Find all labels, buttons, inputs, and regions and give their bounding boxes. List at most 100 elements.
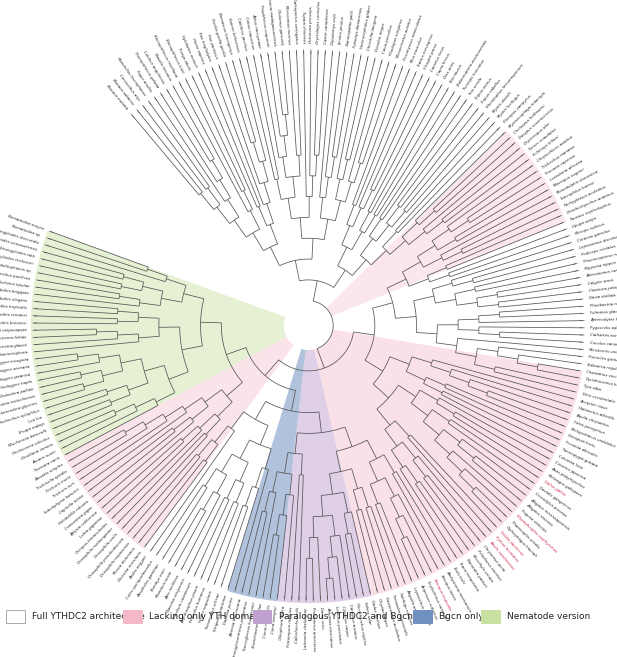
- Text: Charadrius vociferus: Charadrius vociferus: [586, 370, 617, 380]
- Text: Trichechus manatus: Trichechus manatus: [541, 144, 576, 170]
- Text: Trichuris suis: Trichuris suis: [52, 482, 76, 499]
- Text: Ophiophagus hannah: Ophiophagus hannah: [505, 525, 537, 558]
- Text: Latimeria chalumnae: Latimeria chalumnae: [304, 607, 308, 648]
- Text: Mandrillus leucophaeus: Mandrillus leucophaeus: [116, 57, 146, 97]
- Text: Fulmarus glacialis: Fulmarus glacialis: [590, 309, 617, 315]
- Text: Globodera pallida: Globodera pallida: [0, 387, 34, 399]
- Text: Meleagris gallopavo: Meleagris gallopavo: [547, 473, 582, 497]
- Text: Cavia porcellus: Cavia porcellus: [382, 24, 394, 55]
- Text: Fukomys damarensis: Fukomys damarensis: [353, 7, 364, 48]
- Text: Tauraco erythrolophus: Tauraco erythrolophus: [569, 202, 611, 221]
- Text: Petromyzon marinus: Petromyzon marinus: [287, 606, 293, 647]
- Text: Pelodiscus sinensis: Pelodiscus sinensis: [476, 549, 502, 581]
- Text: Microcebus murinus: Microcebus murinus: [284, 5, 291, 44]
- Text: Ictalurus punctatus: Ictalurus punctatus: [334, 606, 341, 644]
- Text: Aquila chrysaetos: Aquila chrysaetos: [575, 413, 610, 428]
- Text: Tachyglossus aculeatus: Tachyglossus aculeatus: [563, 185, 607, 208]
- Text: Drosophila virilis: Drosophila virilis: [94, 532, 120, 558]
- Text: Upupa epops: Upupa epops: [572, 215, 597, 229]
- Text: Octodon degus: Octodon degus: [375, 23, 386, 53]
- Text: Culex quinquefasciatus: Culex quinquefasciatus: [126, 560, 154, 600]
- Text: Mus musculus: Mus musculus: [410, 37, 424, 64]
- Text: Chrysochloris asiatica: Chrysochloris asiatica: [537, 135, 574, 164]
- Text: Caenorhabditis elegans: Caenorhabditis elegans: [0, 295, 28, 303]
- Text: Echinops telfairi: Echinops telfairi: [532, 135, 560, 157]
- Text: Lottia gigantea: Lottia gigantea: [80, 516, 104, 539]
- Text: Dirofilaria immitis: Dirofilaria immitis: [20, 443, 54, 461]
- Text: Pteropus vampyrus: Pteropus vampyrus: [503, 94, 532, 124]
- Text: Calypte anna: Calypte anna: [587, 278, 613, 286]
- Text: Steinernema carpocapsae: Steinernema carpocapsae: [0, 328, 27, 333]
- Text: Rattus norvegicus: Rattus norvegicus: [417, 33, 434, 66]
- Text: Crocodylus porosus: Crocodylus porosus: [534, 491, 567, 518]
- Text: Ixodes scapularis: Ixodes scapularis: [199, 590, 214, 623]
- Text: Gorilla gorilla gorilla: Gorilla gorilla gorilla: [210, 18, 226, 57]
- Text: Aplysia californica: Aplysia californica: [69, 510, 99, 537]
- Text: Saccoglossus kowalevskii: Saccoglossus kowalevskii: [243, 602, 257, 651]
- Text: Coturnix japonica: Coturnix japonica: [554, 461, 586, 480]
- Text: Ciona savignyi: Ciona savignyi: [271, 605, 278, 634]
- Text: Danio rerio: Danio rerio: [319, 607, 324, 629]
- Text: Macaca sabaeus: Macaca sabaeus: [112, 78, 135, 106]
- Text: Anolis carolinensis: Anolis carolinensis: [488, 540, 515, 570]
- Text: Acipenser ruthenus: Acipenser ruthenus: [419, 583, 438, 620]
- Text: Geospiza fortis: Geospiza fortis: [567, 434, 595, 449]
- Text: Aptenodytes forsteri: Aptenodytes forsteri: [590, 318, 617, 323]
- Text: Drosophila mojavensis: Drosophila mojavensis: [99, 542, 131, 578]
- Text: Meloidogyne hapla: Meloidogyne hapla: [0, 380, 33, 391]
- Text: Procavia capensis: Procavia capensis: [545, 154, 577, 175]
- Text: Callithrix jacchus: Callithrix jacchus: [236, 18, 247, 51]
- Text: Mesocricetus auratus: Mesocricetus auratus: [396, 18, 413, 58]
- Text: Alligator mississippiensis: Alligator mississippiensis: [529, 497, 571, 531]
- Text: Tyto alba: Tyto alba: [583, 384, 602, 392]
- Text: Salmo salar: Salmo salar: [363, 601, 371, 625]
- Text: Heterocephalus glaber: Heterocephalus glaber: [360, 5, 373, 49]
- Text: Oryctolagus cuniculus: Oryctolagus cuniculus: [317, 1, 322, 43]
- Text: Acyrthosiphon pisum: Acyrthosiphon pisum: [180, 584, 200, 623]
- Text: Tetraodon nigroviridis: Tetraodon nigroviridis: [391, 594, 408, 635]
- Text: Theropithecus gelada: Theropithecus gelada: [133, 51, 159, 89]
- Text: Haliaeetus albicilla: Haliaeetus albicilla: [578, 406, 614, 420]
- Text: Lepisosteus oculatus: Lepisosteus oculatus: [412, 586, 431, 625]
- Text: Rhinopithecus roxellana: Rhinopithecus roxellana: [152, 34, 178, 78]
- Text: Nematoidea meyeri: Nematoidea meyeri: [7, 214, 44, 231]
- Text: Xenopus tropicalis: Xenopus tropicalis: [433, 577, 452, 611]
- Text: Otolemur garnettii: Otolemur garnettii: [276, 9, 283, 45]
- Text: Python bivittatus: Python bivittatus: [494, 535, 519, 563]
- Text: Monodelphis domestica: Monodelphis domestica: [557, 170, 599, 195]
- Text: Nematode version: Nematode version: [507, 612, 590, 621]
- Text: Gavialis gangeticus: Gavialis gangeticus: [538, 486, 572, 510]
- Text: Nasalis larvatus: Nasalis larvatus: [153, 52, 172, 81]
- Text: Oikopleura dioica: Oikopleura dioica: [279, 606, 286, 641]
- FancyBboxPatch shape: [123, 610, 142, 623]
- Text: Ficedula albicollis: Ficedula albicollis: [565, 441, 597, 459]
- Text: Myrmecophaga tridactyla: Myrmecophaga tridactyla: [508, 91, 547, 129]
- Text: Dipodomys ordii: Dipodomys ordii: [331, 12, 338, 45]
- Text: Gallus gallus: Gallus gallus: [542, 480, 566, 497]
- Text: Podiceps cristatus: Podiceps cristatus: [581, 244, 616, 257]
- Text: Columba livia: Columba livia: [558, 454, 583, 470]
- Text: Soboliphyme baturini: Soboliphyme baturini: [44, 487, 80, 515]
- Text: Brugia malayi: Brugia malayi: [19, 422, 45, 436]
- Text: Nipponia nippon: Nipponia nippon: [584, 261, 616, 271]
- Text: Artemia franciscana: Artemia franciscana: [229, 599, 242, 637]
- Text: Carassius auratus: Carassius auratus: [348, 604, 357, 639]
- FancyBboxPatch shape: [6, 610, 25, 623]
- Text: Cyprinus carpio: Cyprinus carpio: [341, 605, 349, 636]
- Text: Ochotona princeps: Ochotona princeps: [309, 7, 313, 43]
- Polygon shape: [64, 337, 294, 549]
- Text: Myotis davidii: Myotis davidii: [492, 91, 513, 114]
- Text: Dasypus novemcinctus: Dasypus novemcinctus: [518, 107, 555, 140]
- Text: Lacking only YTH domain: Lacking only YTH domain: [149, 612, 263, 621]
- Text: Strongyloides stercoralis: Strongyloides stercoralis: [0, 227, 39, 245]
- Text: Capitella teleta: Capitella teleta: [59, 493, 85, 514]
- Text: Steinernema feltiae: Steinernema feltiae: [0, 336, 27, 342]
- Text: Globodera rostochiensis: Globodera rostochiensis: [0, 394, 36, 410]
- Text: Takifugu rubripes: Takifugu rubripes: [399, 591, 413, 625]
- Text: Loxodonta africana: Loxodonta africana: [549, 159, 583, 182]
- Text: Gavia stellata: Gavia stellata: [589, 294, 616, 300]
- Text: Parastrongyloides trichosuri: Parastrongyloides trichosuri: [0, 250, 34, 266]
- Text: Nasonia vitripennis: Nasonia vitripennis: [167, 578, 187, 614]
- Text: Meloidogyne javanica: Meloidogyne javanica: [0, 373, 31, 384]
- Text: Gasterosteus aculeatus: Gasterosteus aculeatus: [384, 596, 401, 641]
